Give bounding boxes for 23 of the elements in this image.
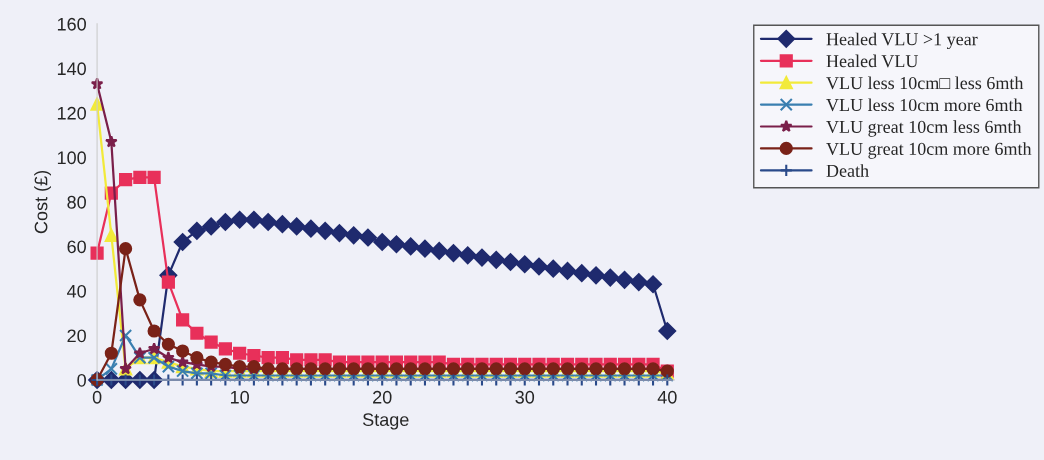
y-tick-label: 80 xyxy=(67,195,86,209)
y-tick-label: 20 xyxy=(67,329,86,343)
y-tick-label: 100 xyxy=(57,151,86,165)
x-tick-label: 10 xyxy=(230,390,249,404)
x-tick-label: 30 xyxy=(515,390,535,404)
y-tick-label: 40 xyxy=(67,284,86,298)
x-tick-label: 0 xyxy=(92,390,102,404)
legend-label: VLU great 10cm less 6mth xyxy=(826,120,1022,137)
legend-label: Healed VLU xyxy=(826,54,919,68)
y-tick-label: 140 xyxy=(57,62,86,76)
y-tick-label: 120 xyxy=(57,106,86,120)
legend-label: VLU less 10cm□ less 6mth xyxy=(826,76,1024,90)
legend-label: VLU great 10cm more 6mth xyxy=(826,142,1032,159)
x-tick-label: 20 xyxy=(373,390,392,404)
legend-label: Healed VLU >1 year xyxy=(826,32,978,50)
legend-label: Death xyxy=(826,164,869,177)
y-tick-label: 0 xyxy=(77,373,86,387)
y-tick-label: 160 xyxy=(57,17,86,31)
y-tick-label: 60 xyxy=(67,240,86,254)
y-axis-title: Cost (£) xyxy=(34,170,51,234)
x-tick-label: 40 xyxy=(657,390,677,404)
x-axis-title: Stage xyxy=(362,413,409,430)
legend-label: VLU less 10cm more 6mth xyxy=(826,98,1023,112)
